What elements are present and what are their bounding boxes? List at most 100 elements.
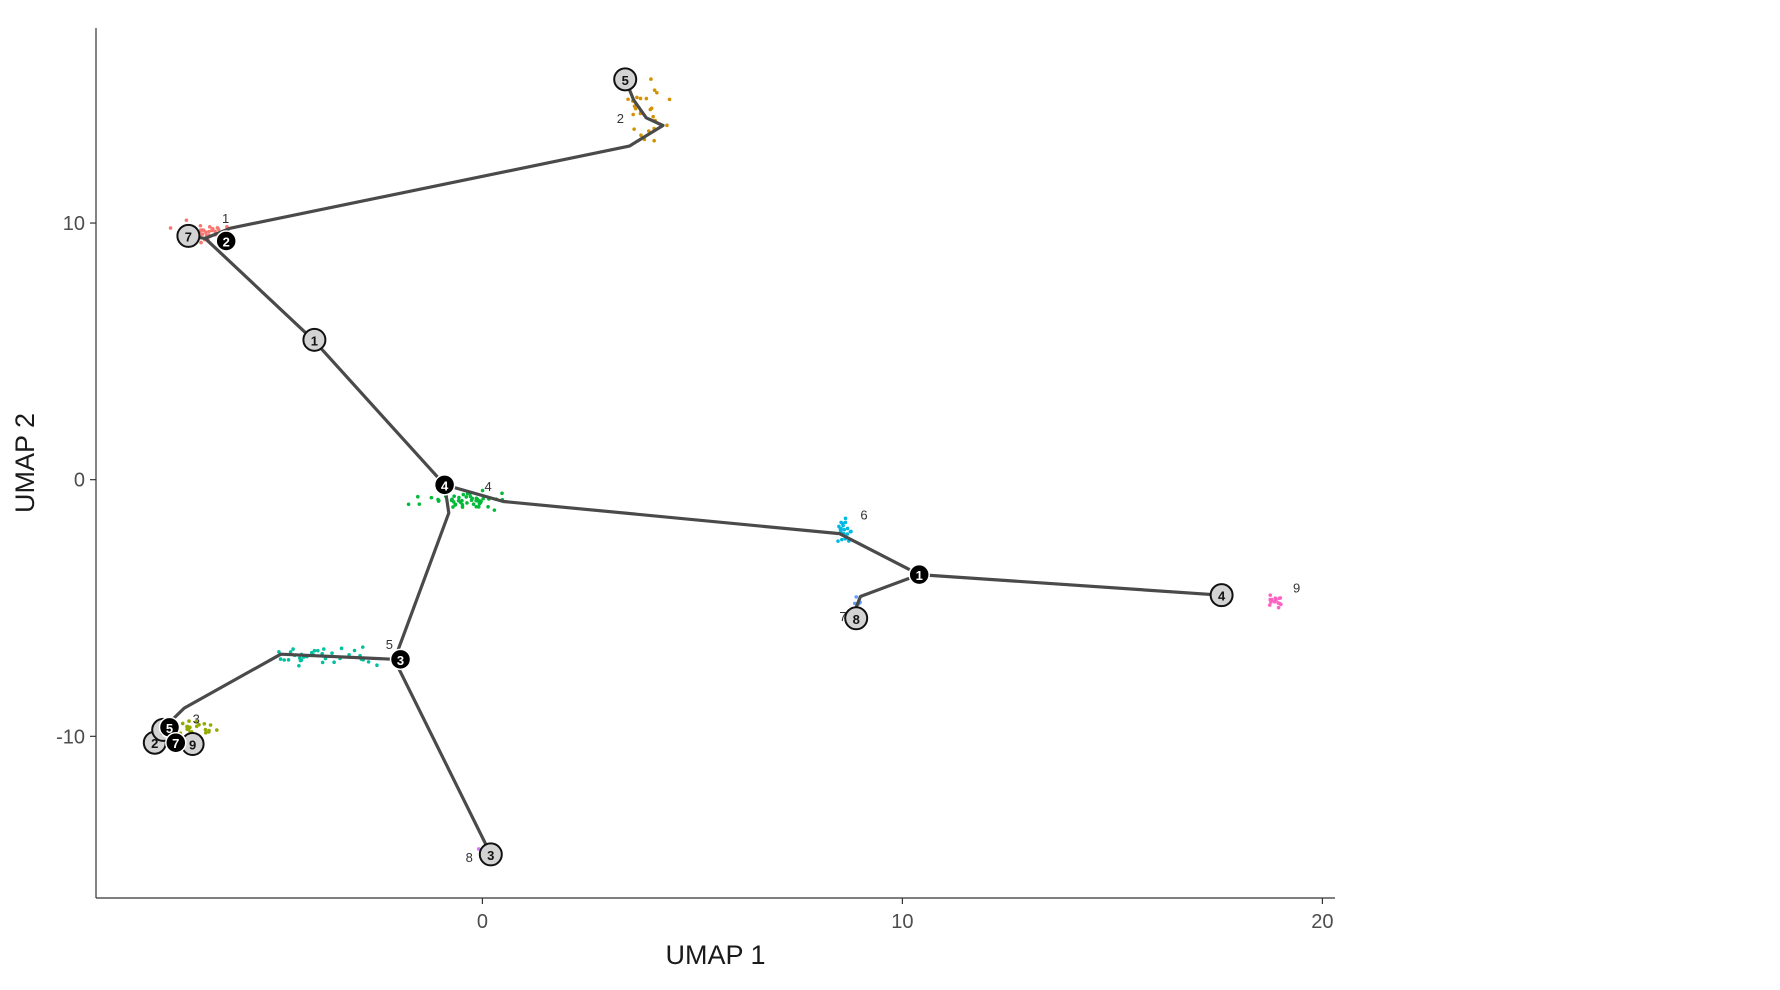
leaf-node-label: 2 xyxy=(151,736,158,751)
cell-point xyxy=(437,498,441,503)
branch-node-circle xyxy=(908,563,930,586)
cell-point xyxy=(486,505,490,509)
leaf-node-label: 1 xyxy=(311,333,318,348)
cell-point xyxy=(477,502,482,506)
cell-point xyxy=(492,508,497,512)
y-axis-title: UMAP 2 xyxy=(10,413,40,513)
cell-point xyxy=(282,658,286,662)
leaf-node-label: 5 xyxy=(622,73,629,88)
leaf-node-circle xyxy=(302,327,327,352)
cell-point xyxy=(202,722,207,726)
branch-node-label: 7 xyxy=(172,736,179,751)
cell-point xyxy=(187,719,191,723)
cell-point xyxy=(480,488,485,493)
cell-point xyxy=(188,725,192,730)
cell-point xyxy=(632,127,636,131)
trajectory-lines xyxy=(149,77,1224,856)
trajectory-segment xyxy=(149,483,451,744)
cell-point xyxy=(320,660,325,665)
branch-node-circle xyxy=(389,648,412,671)
axes: 0 10 20 -10 0 10 xyxy=(56,28,1335,933)
cell-point xyxy=(644,96,649,101)
cell-point xyxy=(180,721,185,726)
branch-node-circle xyxy=(165,731,187,754)
cell-point xyxy=(299,658,304,662)
cell-point xyxy=(199,240,203,245)
cell-point xyxy=(207,730,211,734)
cell-point xyxy=(168,226,173,230)
y-tick-label: 10 xyxy=(63,213,85,235)
cell-point xyxy=(203,727,208,732)
cell-point xyxy=(667,97,672,102)
cell-point xyxy=(461,492,466,497)
cell-point xyxy=(200,228,205,232)
cell-point xyxy=(845,532,850,536)
cell-point xyxy=(1269,599,1273,603)
cell-point xyxy=(1273,598,1278,602)
cell-point xyxy=(1276,605,1281,610)
cell-point xyxy=(277,650,281,654)
cell-point xyxy=(469,498,474,503)
leaf-node-label: 9 xyxy=(189,738,196,753)
x-axis-title: UMAP 1 xyxy=(665,940,765,970)
cell-point xyxy=(456,498,461,503)
cell-point xyxy=(474,504,479,509)
leaf-node-label: 4 xyxy=(1218,589,1226,604)
cell-point xyxy=(375,663,379,668)
cell-point xyxy=(655,90,659,95)
branch-node-label: 4 xyxy=(441,478,449,493)
cell-point xyxy=(309,650,314,655)
y-tick-label: 0 xyxy=(74,470,85,492)
cell-point xyxy=(633,106,638,111)
cell-point xyxy=(635,95,639,100)
cell-point xyxy=(843,520,848,525)
cell-point xyxy=(185,724,189,729)
leaf-node-label: 3 xyxy=(487,848,494,863)
cell-point xyxy=(184,218,189,223)
cell-point xyxy=(638,96,643,101)
cluster-label: 7 xyxy=(839,609,846,624)
branch-node-label: 2 xyxy=(223,235,230,250)
cell-point xyxy=(297,664,301,668)
cell-point xyxy=(360,645,365,649)
cluster-label: 5 xyxy=(386,637,393,652)
cell-point xyxy=(194,719,199,724)
cell-point xyxy=(468,494,473,499)
cell-point xyxy=(1268,593,1273,597)
cluster-label: 9 xyxy=(1293,581,1300,596)
cluster-label: 2 xyxy=(617,111,624,126)
cell-point xyxy=(417,502,422,506)
cell-point xyxy=(845,526,850,531)
cell-point xyxy=(332,660,336,665)
cell-point xyxy=(843,516,848,521)
cluster-label: 6 xyxy=(860,507,867,522)
cell-point xyxy=(210,226,215,231)
trajectory-segment xyxy=(186,77,665,240)
leaf-node-circle xyxy=(176,223,201,248)
x-tick-label: 10 xyxy=(891,911,913,933)
cell-point xyxy=(406,502,411,507)
cell-point xyxy=(481,496,485,501)
cell-point xyxy=(286,658,291,662)
cell-point xyxy=(842,527,847,532)
cell-point xyxy=(465,501,469,505)
cell-point xyxy=(1267,603,1272,607)
cluster-label: 1 xyxy=(222,211,229,226)
cell-point xyxy=(854,595,859,599)
cell-point xyxy=(1277,596,1282,601)
cell-point xyxy=(840,537,844,542)
cell-point xyxy=(852,601,857,606)
cell-point xyxy=(839,526,843,531)
cell-point xyxy=(450,497,454,502)
cell-point xyxy=(451,505,455,509)
cell-point xyxy=(352,648,357,653)
cell-point xyxy=(203,730,208,735)
cell-point xyxy=(631,112,635,117)
cell-point xyxy=(204,230,208,235)
cell-point xyxy=(366,660,371,664)
cell-point xyxy=(330,651,334,655)
cell-point xyxy=(836,539,840,543)
leaf-node-circle xyxy=(844,606,869,631)
